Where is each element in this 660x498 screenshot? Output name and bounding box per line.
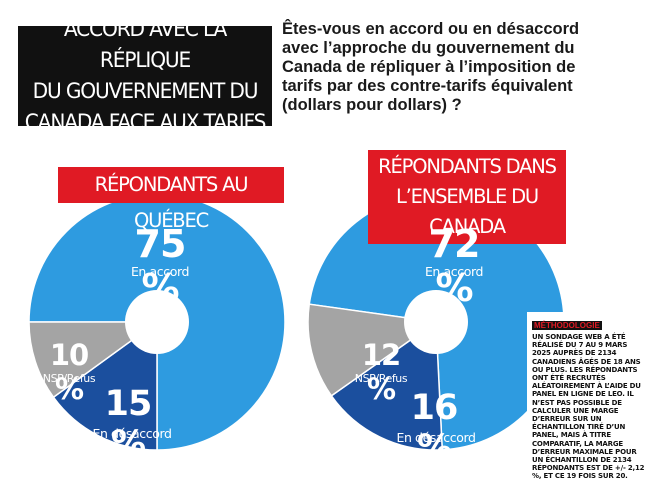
label-name-nsp-canada: NSP/Refus (354, 372, 408, 385)
label-value-nsp-quebec: 10 % (49, 338, 89, 406)
label-value-accord-quebec: 75 % (134, 222, 187, 310)
headline: ACCORD AVEC LA RÉPLIQUE DU GOUVERNEMENT … (23, 14, 267, 138)
donut-hole-quebec (125, 290, 189, 354)
chart-title-canada: RÉPONDANTS DANS L’ENSEMBLE DU CANADA (368, 150, 566, 244)
label-name-accord-canada: En accord (424, 264, 484, 279)
label-value-accord-canada: 72 % (428, 222, 481, 310)
chart-title-canada-line-2: L’ENSEMBLE DU CANADA (396, 185, 539, 238)
methodology-text: UN SONDAGE WEB A ÉTÉ RÉALISÉ DU 7 AU 9 M… (532, 333, 645, 481)
slice-nsp-quebec (28, 321, 160, 399)
chart-title-canada-line-1: RÉPONDANTS DANS (378, 155, 557, 178)
label-value-desaccord-canada: 16 % (410, 388, 459, 468)
survey-question: Êtes-vous en accord ou en désaccord avec… (282, 20, 580, 114)
headline-line-2: DU GOUVERNEMENT DU (32, 79, 259, 103)
headline-box: ACCORD AVEC LA RÉPLIQUE DU GOUVERNEMENT … (18, 17, 272, 134)
label-value-desaccord-quebec: 15 % (104, 384, 153, 464)
donut-hole-canada (404, 290, 468, 354)
headline-line-3: CANADA FACE AUX TARIFS (24, 110, 267, 134)
label-name-accord-quebec: En accord (130, 264, 190, 279)
methodology-note: MÉTHODOLOGIE UN SONDAGE WEB A ÉTÉ RÉALIS… (527, 312, 651, 482)
donut-left-slices (28, 193, 286, 451)
headline-line-1: ACCORD AVEC LA RÉPLIQUE (63, 17, 227, 72)
slice-accord-quebec (28, 193, 286, 451)
donut-right-slices (307, 193, 565, 451)
chart-title-quebec: RÉPONDANTS AU QUÉBEC (58, 167, 284, 232)
label-name-desaccord-quebec: En désaccord (92, 426, 172, 441)
label-name-desaccord-canada: En désaccord (396, 430, 476, 445)
methodology-title: MÉTHODOLOGIE (532, 321, 602, 330)
label-name-nsp-quebec: NSP/Refus (42, 372, 96, 385)
slice-desaccord-quebec (52, 320, 158, 451)
label-value-nsp-canada: 12 % (361, 338, 401, 406)
slice-nsp-canada (307, 303, 438, 397)
slice-desaccord-canada (330, 320, 444, 451)
